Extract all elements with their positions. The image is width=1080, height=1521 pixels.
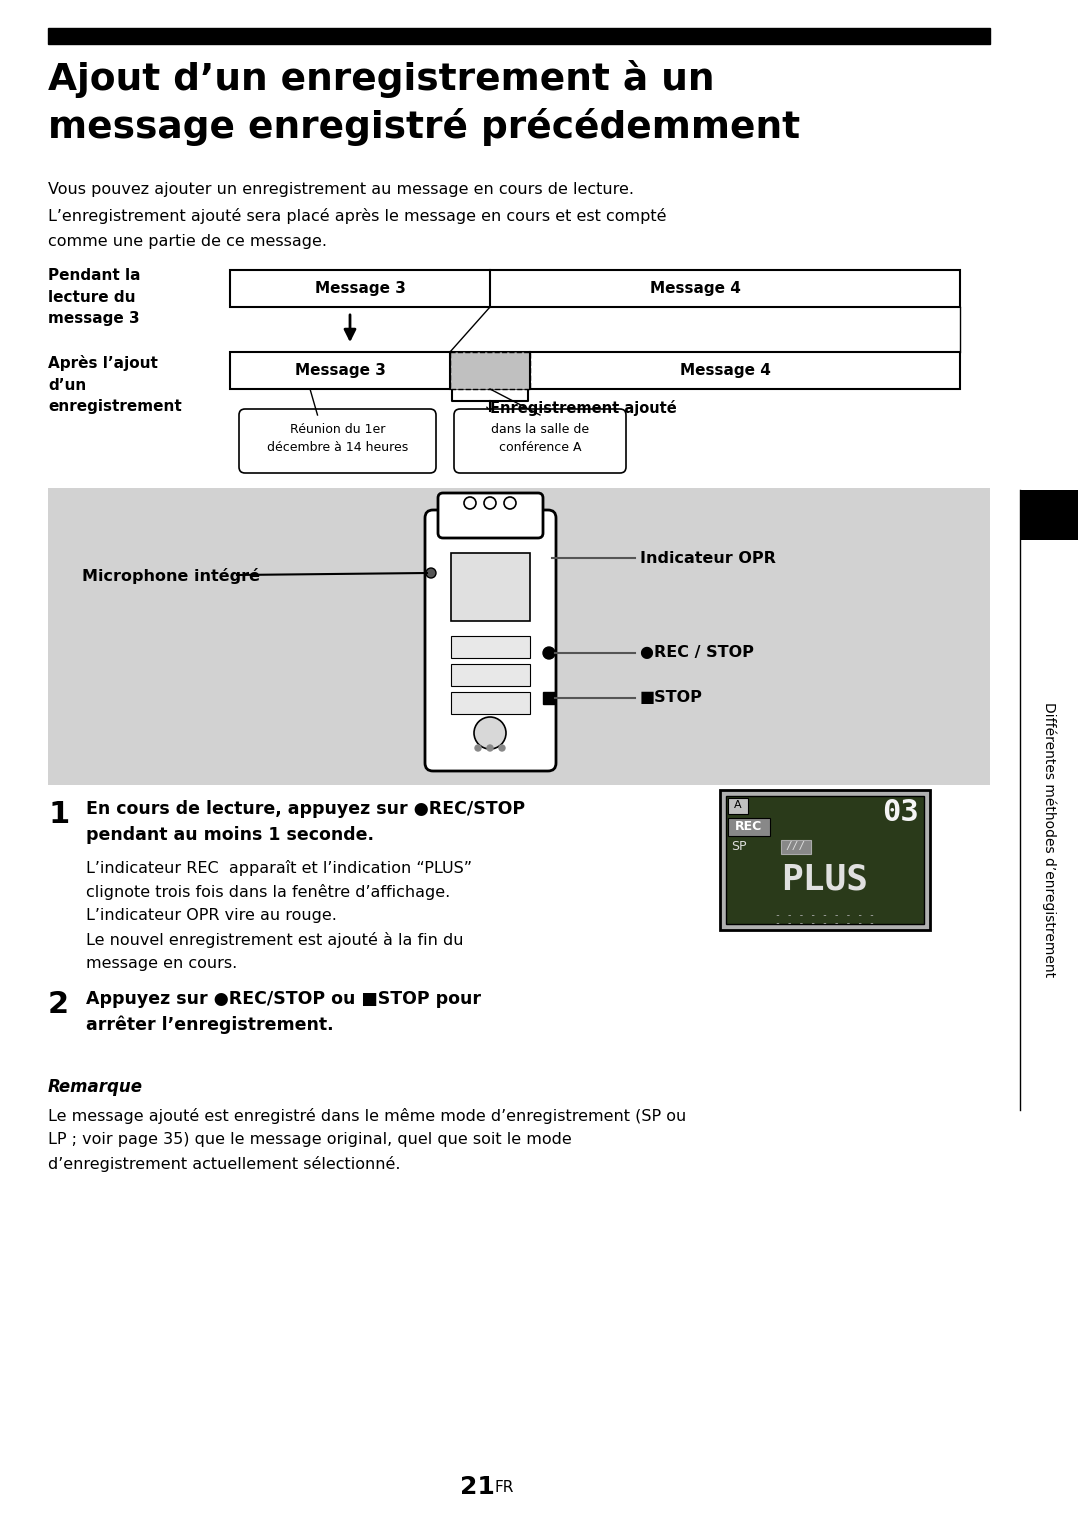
- Text: arrêter l’enregistrement.: arrêter l’enregistrement.: [86, 1016, 334, 1034]
- Text: Microphone intégré: Microphone intégré: [82, 567, 260, 584]
- Text: Message 3: Message 3: [295, 364, 386, 379]
- Circle shape: [474, 716, 507, 748]
- Text: - - - - - - - - -: - - - - - - - - -: [775, 919, 875, 928]
- Circle shape: [475, 745, 481, 751]
- Bar: [726, 795, 924, 923]
- Circle shape: [484, 497, 496, 510]
- Bar: [48, 488, 990, 785]
- Bar: [451, 554, 530, 621]
- Text: message enregistré précédemment: message enregistré précédemment: [48, 108, 800, 146]
- Text: d’enregistrement actuellement sélectionné.: d’enregistrement actuellement sélectionn…: [48, 1156, 401, 1173]
- Text: 21: 21: [460, 1475, 495, 1500]
- Circle shape: [464, 497, 476, 510]
- Bar: [781, 840, 811, 853]
- Text: ●REC / STOP: ●REC / STOP: [640, 645, 754, 660]
- Text: Le nouvel enregistrement est ajouté à la fin du: Le nouvel enregistrement est ajouté à la…: [86, 932, 463, 948]
- Bar: [543, 692, 555, 704]
- Bar: [1020, 540, 1078, 1110]
- Text: comme une partie de ce message.: comme une partie de ce message.: [48, 234, 327, 249]
- Text: 2: 2: [48, 990, 69, 1019]
- Text: 03: 03: [882, 799, 919, 827]
- Text: dans la salle de: dans la salle de: [491, 423, 589, 437]
- Text: message en cours.: message en cours.: [86, 957, 238, 970]
- Text: Message 4: Message 4: [679, 364, 770, 379]
- Text: Réunion du 1er: Réunion du 1er: [289, 423, 386, 437]
- Text: Remarque: Remarque: [48, 1078, 143, 1097]
- Text: décembre à 14 heures: décembre à 14 heures: [267, 441, 408, 453]
- Text: Vous pouvez ajouter un enregistrement au message en cours de lecture.: Vous pouvez ajouter un enregistrement au…: [48, 183, 634, 198]
- Bar: [230, 271, 960, 307]
- Bar: [1020, 490, 1078, 540]
- Circle shape: [543, 646, 555, 659]
- Text: Indicateur OPR: Indicateur OPR: [640, 551, 775, 566]
- Text: L’enregistrement ajouté sera placé après le message en cours et est compté: L’enregistrement ajouté sera placé après…: [48, 208, 666, 224]
- Text: LP ; voir page 35) que le message original, quel que soit le mode: LP ; voir page 35) que le message origin…: [48, 1132, 571, 1147]
- Bar: [451, 636, 530, 659]
- Text: L’indicateur REC  apparaît et l’indication “PLUS”: L’indicateur REC apparaît et l’indicatio…: [86, 859, 472, 876]
- Text: REC: REC: [735, 820, 762, 834]
- Text: pendant au moins 1 seconde.: pendant au moins 1 seconde.: [86, 826, 374, 844]
- Text: PLUS: PLUS: [782, 862, 868, 896]
- Circle shape: [426, 567, 436, 578]
- Text: L’indicateur OPR vire au rouge.: L’indicateur OPR vire au rouge.: [86, 908, 337, 923]
- Bar: [230, 351, 960, 389]
- Text: Appuyez sur ●REC/STOP ou ■STOP pour: Appuyez sur ●REC/STOP ou ■STOP pour: [86, 990, 481, 1008]
- Bar: [728, 818, 770, 837]
- Text: ■STOP: ■STOP: [640, 691, 703, 706]
- Bar: [728, 799, 748, 814]
- Circle shape: [499, 745, 505, 751]
- Text: Après l’ajout
d’un
enregistrement: Après l’ajout d’un enregistrement: [48, 354, 181, 414]
- Bar: [720, 789, 930, 929]
- Text: A: A: [734, 800, 742, 811]
- Text: En cours de lecture, appuyez sur ●REC/STOP: En cours de lecture, appuyez sur ●REC/ST…: [86, 800, 525, 818]
- Circle shape: [487, 745, 492, 751]
- Text: clignote trois fois dans la fenêtre d’affichage.: clignote trois fois dans la fenêtre d’af…: [86, 884, 450, 900]
- FancyBboxPatch shape: [438, 493, 543, 538]
- Text: Message 3: Message 3: [314, 281, 405, 297]
- Text: Le message ajouté est enregistré dans le même mode d’enregistrement (SP ou: Le message ajouté est enregistré dans le…: [48, 1107, 686, 1124]
- Text: 1: 1: [48, 800, 69, 829]
- Text: conférence A: conférence A: [499, 441, 581, 453]
- FancyBboxPatch shape: [426, 510, 556, 771]
- Bar: [450, 351, 530, 389]
- Text: Pendant la
lecture du
message 3: Pendant la lecture du message 3: [48, 268, 140, 325]
- Bar: [48, 27, 990, 44]
- Text: SP: SP: [731, 840, 746, 853]
- Text: - - - - - - - - -: - - - - - - - - -: [775, 910, 875, 920]
- FancyBboxPatch shape: [239, 409, 436, 473]
- Text: Enregistrement ajouté: Enregistrement ajouté: [490, 400, 677, 417]
- Bar: [451, 692, 530, 713]
- Text: Ajout d’un enregistrement à un: Ajout d’un enregistrement à un: [48, 59, 715, 97]
- Text: ///: ///: [786, 841, 806, 852]
- FancyBboxPatch shape: [454, 409, 626, 473]
- Text: FR: FR: [494, 1480, 513, 1495]
- Text: Message 4: Message 4: [649, 281, 741, 297]
- Bar: [451, 665, 530, 686]
- Text: Différentes méthodes d’enregistrement: Différentes méthodes d’enregistrement: [1042, 703, 1056, 978]
- Circle shape: [504, 497, 516, 510]
